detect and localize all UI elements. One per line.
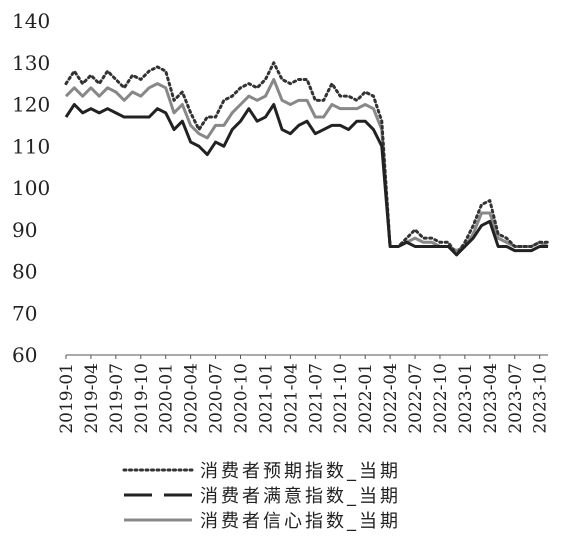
x-tick-label: 2022-01 [356, 363, 376, 434]
y-tick-label: 140 [12, 9, 50, 33]
x-tick-label: 2023-01 [456, 363, 476, 434]
x-tick-label: 2023-10 [531, 363, 551, 434]
x-tick-label: 2022-10 [431, 363, 451, 434]
legend-label-1: 消费者预期指数_当期 [200, 461, 401, 482]
x-tick-label: 2022-04 [381, 363, 401, 434]
legend-label-2: 消费者满意指数_当期 [200, 486, 401, 507]
y-tick-label: 120 [12, 93, 50, 117]
x-tick-label: 2020-01 [157, 363, 177, 434]
x-tick-label: 2021-10 [331, 363, 351, 434]
y-tick-label: 100 [12, 176, 50, 200]
series-line-1 [64, 61, 550, 257]
series-layer [64, 61, 550, 257]
x-tick-label: 2019-10 [132, 363, 152, 434]
x-tick-label: 2019-07 [107, 363, 127, 434]
y-tick-label: 80 [12, 260, 37, 284]
x-tick-label: 2021-07 [306, 363, 326, 434]
x-tick-label: 2020-07 [207, 363, 227, 434]
x-tick-label: 2020-04 [182, 363, 202, 434]
y-tick-label: 90 [12, 218, 37, 242]
x-axis: 2019-01 2019-04 2019-07 2019-10 2020-01 2020-… [57, 354, 551, 434]
x-tick-label: 2020-10 [232, 363, 252, 434]
x-tick-label: 2021-01 [256, 363, 276, 434]
x-tick-label: 2019-04 [82, 363, 102, 434]
x-tick-label: 2021-04 [281, 363, 301, 434]
x-tick-label: 2023-04 [481, 363, 501, 434]
y-tick-label: 60 [12, 343, 37, 367]
y-tick-label: 130 [12, 51, 50, 75]
y-tick-label: 70 [12, 301, 37, 325]
series-line-2 [64, 103, 548, 257]
x-tick-label: 2023-07 [506, 363, 526, 434]
y-tick-label: 110 [12, 134, 50, 158]
x-tick-label: 2022-07 [406, 363, 426, 434]
y-axis: 60 70 80 90 100 110 120 130 140 [12, 9, 50, 367]
series-line-3 [64, 77, 549, 253]
legend-label-3: 消费者信心指数_当期 [200, 511, 401, 532]
x-tick-label: 2019-01 [57, 363, 77, 434]
